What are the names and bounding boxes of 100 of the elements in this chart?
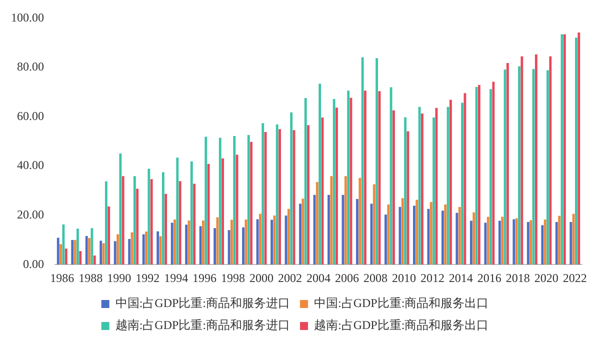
- bar: [218, 138, 222, 265]
- bar: [541, 225, 544, 265]
- bar: [88, 238, 90, 265]
- x-tick-label: 2020: [534, 270, 558, 285]
- x-tick-label: 2004: [306, 270, 330, 285]
- bar: [56, 238, 60, 265]
- x-tick-label: 1986: [50, 270, 74, 285]
- x-tick-label: 2008: [363, 270, 388, 285]
- bar: [549, 56, 552, 265]
- bar: [512, 219, 516, 265]
- bar: [558, 216, 560, 265]
- bar: [430, 202, 432, 265]
- bar: [575, 38, 578, 265]
- x-tick-label: 2006: [334, 270, 359, 285]
- bar: [145, 232, 148, 265]
- x-tick-label: 2014: [448, 270, 473, 285]
- bar: [76, 228, 79, 265]
- bar: [555, 222, 558, 265]
- x-tick-label: 1998: [221, 270, 246, 285]
- bar: [486, 216, 490, 265]
- bar: [199, 226, 202, 265]
- bar: [150, 179, 153, 265]
- bar: [262, 123, 264, 265]
- y-tick-label: 40.00: [17, 158, 44, 172]
- bar: [578, 32, 580, 265]
- bar: [299, 204, 302, 265]
- bar: [492, 82, 495, 265]
- bar: [501, 216, 504, 265]
- x-tick-label: 2016: [477, 270, 502, 285]
- bar: [142, 234, 145, 265]
- bar: [347, 90, 350, 265]
- bar: [273, 216, 276, 265]
- bar: [185, 224, 188, 265]
- bar: [478, 84, 480, 265]
- bar: [515, 218, 518, 265]
- bar: [214, 228, 216, 265]
- bar: [164, 194, 168, 265]
- bar: [278, 129, 281, 265]
- bar: [461, 102, 464, 265]
- bar: [376, 58, 378, 265]
- x-tick-label: 2012: [420, 270, 444, 285]
- bar: [387, 204, 390, 265]
- bar: [421, 114, 424, 265]
- bar: [520, 56, 524, 265]
- bar: [390, 87, 392, 265]
- bar: [518, 66, 520, 265]
- bar: [563, 34, 566, 265]
- bar: [307, 125, 310, 265]
- bar: [384, 214, 387, 265]
- bar: [190, 161, 193, 265]
- bar: [176, 158, 179, 265]
- bar: [90, 228, 94, 265]
- bar: [356, 199, 358, 265]
- bar: [328, 194, 330, 265]
- bar: [287, 208, 290, 265]
- bar: [276, 124, 278, 265]
- bar: [304, 98, 307, 265]
- bar: [330, 176, 333, 265]
- bar: [490, 89, 492, 265]
- x-tick-label: 1992: [136, 270, 160, 285]
- bar: [93, 255, 96, 265]
- bar: [202, 220, 204, 265]
- bar: [401, 198, 404, 265]
- bar: [193, 184, 196, 265]
- y-tick-label: 0.00: [23, 256, 44, 271]
- bar: [178, 181, 182, 265]
- bar: [242, 227, 244, 265]
- bar: [230, 220, 233, 265]
- bar: [358, 178, 362, 265]
- bar: [222, 158, 224, 265]
- bar: [162, 172, 164, 265]
- bar: [530, 220, 532, 265]
- bar: [546, 70, 549, 265]
- bar: [318, 84, 322, 265]
- legend-label: 越南:占GDP比重:商品和服务出口: [314, 318, 489, 332]
- bar: [412, 206, 416, 265]
- bar: [116, 234, 119, 265]
- bar: [104, 181, 108, 265]
- bar: [244, 220, 248, 265]
- x-tick-label: 2018: [506, 270, 530, 285]
- bar: [250, 142, 252, 265]
- bar: [316, 182, 318, 265]
- bar: [204, 136, 208, 265]
- bar: [170, 222, 174, 265]
- y-tick-label: 100.00: [11, 10, 44, 24]
- legend-label: 中国:占GDP比重:商品和服务进口: [115, 296, 290, 310]
- bar: [506, 63, 509, 265]
- bar: [156, 231, 160, 265]
- bar: [404, 117, 406, 265]
- y-tick-label: 20.00: [17, 207, 44, 222]
- bar: [392, 110, 395, 265]
- bar: [449, 100, 452, 265]
- bar: [258, 214, 262, 265]
- bar: [470, 220, 472, 265]
- bar: [128, 238, 131, 265]
- bar: [133, 176, 136, 265]
- bar: [71, 240, 74, 265]
- bar: [544, 220, 546, 265]
- bar: [444, 204, 447, 265]
- bar: [498, 220, 501, 265]
